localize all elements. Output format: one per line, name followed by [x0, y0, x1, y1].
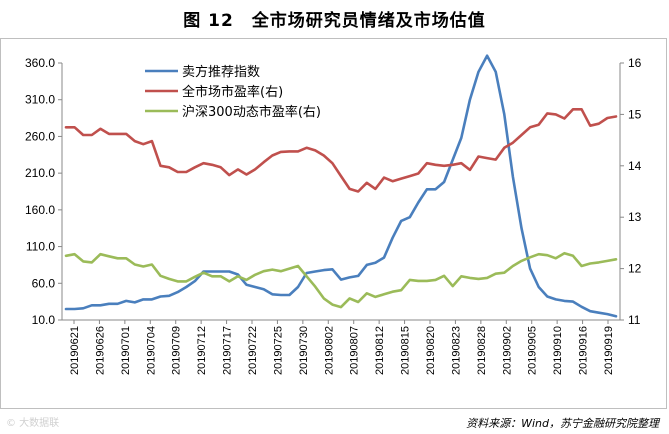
- left-tick-label: 210.0: [25, 166, 55, 180]
- x-tick-label: 20190725: [272, 326, 284, 375]
- x-tick-label: 20190802: [323, 326, 335, 375]
- x-tick-label: 20190712: [196, 326, 208, 375]
- x-tick-label: 20190722: [247, 326, 259, 375]
- x-tick-label: 20190812: [374, 326, 386, 375]
- series-line-1: [64, 54, 618, 318]
- chart-frame: [0, 38, 667, 409]
- left-tick-label: 360.0: [25, 56, 55, 70]
- x-tick-label: 20190815: [400, 326, 412, 375]
- left-tick-label: 160.0: [25, 203, 55, 217]
- x-tick-label: 20190626: [94, 326, 106, 375]
- x-tick-label: 20190910: [552, 326, 564, 375]
- right-axis: 11 12 13 14 15 16: [620, 56, 642, 327]
- left-tick-label: 260.0: [25, 129, 55, 143]
- x-tick-label: 20190704: [145, 326, 157, 375]
- series-line-2: [64, 108, 618, 193]
- x-tick-label: 20190730: [298, 326, 310, 375]
- x-tick-label: 20190807: [349, 326, 361, 375]
- left-tick-label: 60.0: [32, 276, 56, 290]
- x-tick-label: 20190820: [425, 326, 437, 375]
- right-tick-label: 12: [628, 262, 642, 276]
- right-tick-label: 13: [628, 210, 642, 224]
- left-tick-label: 110.0: [26, 240, 55, 254]
- left-axis: 10.0 60.0 110.0 160.0 210.0 260.0 310.0 360.0: [25, 56, 62, 327]
- x-tick-label: 20190717: [222, 326, 234, 375]
- x-tick-label: 20190919: [603, 326, 615, 375]
- legend-label-3: 沪深300动态市盈率(右): [182, 104, 321, 120]
- x-tick-label: 20190902: [501, 326, 513, 375]
- x-tick-label: 20190828: [476, 326, 488, 375]
- right-tick-label: 15: [628, 107, 642, 121]
- watermark: © 大数据联: [6, 418, 60, 429]
- x-tick-label: 20190709: [171, 326, 183, 375]
- x-axis: 20190621 20190626 20190701 20190704 20190709…: [69, 320, 615, 375]
- x-tick-label: 20190916: [578, 326, 590, 375]
- series-lines: [64, 54, 618, 318]
- x-tick-label: 20190823: [450, 326, 462, 375]
- x-tick-label: 20190701: [120, 326, 132, 375]
- x-tick-label: 20190621: [69, 326, 81, 375]
- left-tick-label: 10.0: [32, 313, 56, 327]
- series-line-3: [64, 251, 618, 309]
- legend-label-1: 卖方推荐指数: [182, 64, 260, 80]
- left-tick-label: 310.0: [25, 93, 55, 107]
- right-tick-label: 16: [628, 56, 642, 70]
- chart-title: 图 12 全市场研究员情绪及市场估值: [183, 11, 486, 31]
- x-tick-label: 20190905: [527, 326, 539, 375]
- legend-label-2: 全市场市盈率(右): [182, 84, 283, 100]
- source-note: 资料来源：Wind，苏宁金融研究院整理: [466, 417, 659, 430]
- right-tick-label: 14: [628, 159, 642, 173]
- right-tick-label: 11: [628, 313, 641, 327]
